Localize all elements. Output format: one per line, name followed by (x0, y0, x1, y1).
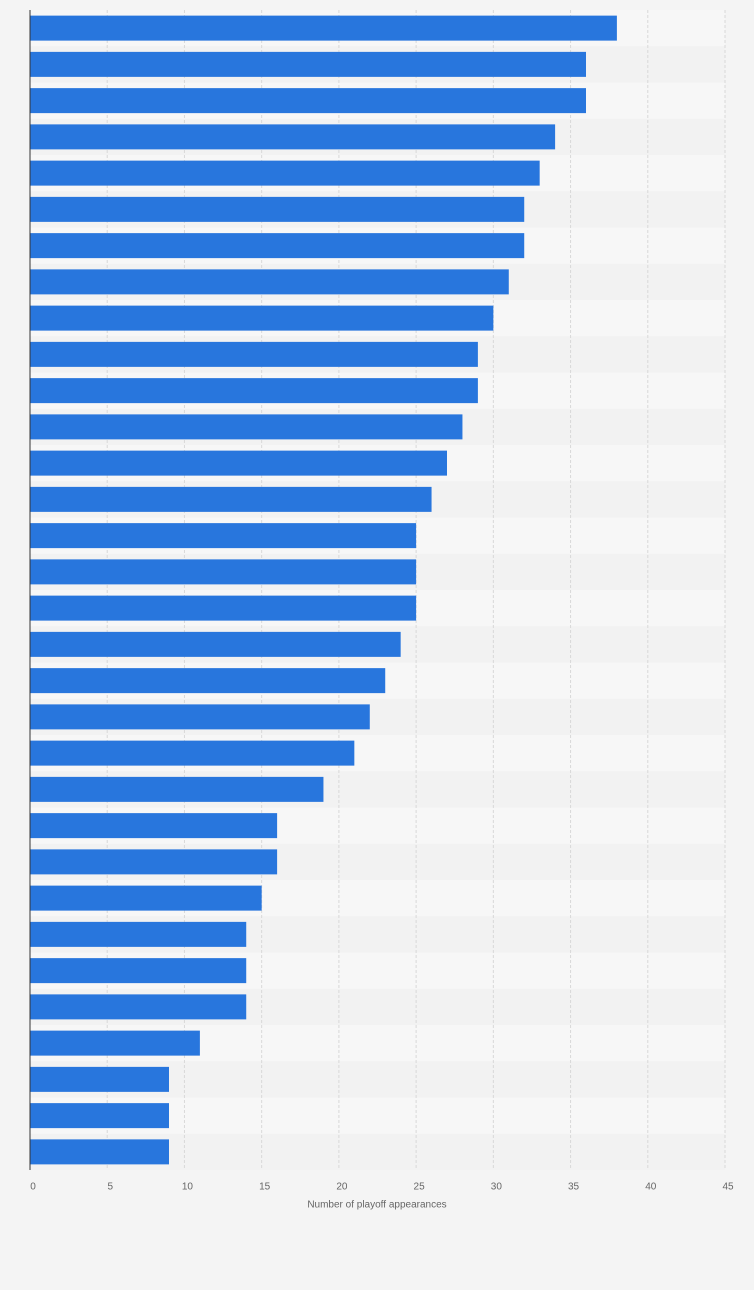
bar (30, 595, 417, 621)
bar (30, 1103, 169, 1129)
bar (30, 341, 478, 367)
bar (30, 1139, 169, 1165)
bar (30, 958, 247, 984)
bar (30, 813, 278, 839)
x-tick-label: 10 (182, 1182, 194, 1193)
bar (30, 196, 525, 222)
bar (30, 486, 432, 512)
bar (30, 1030, 200, 1056)
bar (30, 269, 509, 295)
bar (30, 523, 417, 549)
x-tick-label: 15 (259, 1182, 271, 1193)
bar (30, 88, 586, 114)
x-tick-label: 45 (722, 1182, 734, 1193)
bar (30, 849, 278, 875)
x-tick-label: 20 (336, 1182, 348, 1193)
bar (30, 704, 370, 730)
x-tick-label: 40 (645, 1182, 657, 1193)
bar (30, 559, 417, 585)
bar (30, 740, 355, 766)
bar (30, 631, 401, 657)
x-tick-label: 25 (414, 1182, 426, 1193)
x-tick-label: 30 (491, 1182, 503, 1193)
bar (30, 414, 463, 440)
bar (30, 994, 247, 1020)
x-tick-label: 0 (30, 1182, 36, 1193)
bar (30, 776, 324, 802)
bar (30, 160, 540, 186)
bar (30, 378, 478, 404)
x-tick-label: 35 (568, 1182, 580, 1193)
bar (30, 305, 494, 331)
x-axis-label: Number of playoff appearances (307, 1200, 446, 1211)
bar (30, 51, 586, 77)
bar (30, 450, 447, 476)
bar (30, 15, 617, 41)
bar (30, 124, 556, 150)
bar (30, 668, 386, 694)
bar (30, 1066, 169, 1092)
bar (30, 233, 525, 259)
x-tick-label: 5 (107, 1182, 113, 1193)
bar (30, 885, 262, 911)
bar (30, 921, 247, 947)
